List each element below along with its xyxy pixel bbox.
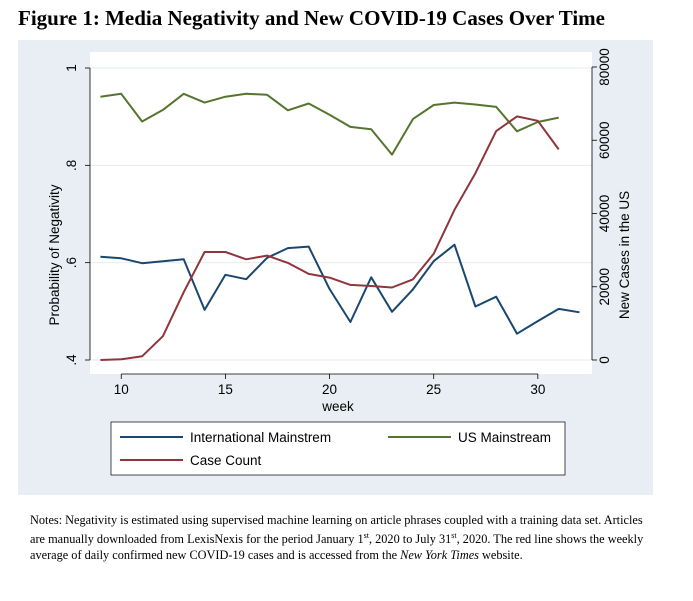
legend: International Mainstrem US Mainstream Ca… <box>110 421 566 476</box>
figure-notes: Notes: Negativity is estimated using sup… <box>30 512 660 563</box>
series-us-mainstream <box>100 92 559 156</box>
series-case-count <box>100 115 560 361</box>
y-left-tick-label-1: .6 <box>64 257 79 268</box>
legend-label-cases: Case Count <box>190 453 262 468</box>
series-layer <box>100 92 580 361</box>
notes-text-3: , 2020. The red line shows the weekly av… <box>30 532 644 563</box>
notes-sup-2: st <box>451 531 457 540</box>
y-right-tick-label-0: 0 <box>597 356 612 364</box>
x-axis-label: week <box>321 399 354 414</box>
y-left-tick-label-2: .8 <box>64 160 79 171</box>
y-right-tick-label-1: 20000 <box>597 268 612 306</box>
y-axis-right-label: New Cases in the US <box>617 191 632 319</box>
notes-sup-1: st <box>363 531 369 540</box>
notes-text-2: , 2020 to July 31 <box>368 532 452 547</box>
notes-source: New York Times <box>400 548 479 563</box>
x-tick-label-2: 20 <box>322 382 337 397</box>
y-left-tick-label-3: 1 <box>64 64 79 72</box>
figure-title: Figure 1: Media Negativity and New COVID… <box>18 6 605 30</box>
x-tick-label-0: 10 <box>114 382 129 397</box>
x-tick-label-4: 30 <box>530 382 545 397</box>
legend-box <box>110 421 566 476</box>
y-right-tick-label-2: 40000 <box>597 195 612 233</box>
legend-label-international: International Mainstrem <box>190 430 331 445</box>
y-right-tick-label-3: 60000 <box>597 121 612 159</box>
y-left-tick-label-0: .4 <box>64 354 79 366</box>
notes-text-1: Notes: Negativity is estimated using sup… <box>30 513 643 547</box>
chart: .4.6.8 1 0 20000 40000 60000 80000 10 15 20 25 30 P… <box>18 40 653 495</box>
plot-background <box>90 52 592 374</box>
y-right-tick-label-4: 80000 <box>597 48 612 86</box>
y-axis-left-label: Probability of Negativity <box>47 184 62 325</box>
legend-label-us: US Mainstream <box>458 430 551 445</box>
grid-layer <box>90 67 592 361</box>
x-tick-label-3: 25 <box>426 382 441 397</box>
notes-text-4: website. <box>478 548 523 563</box>
x-tick-label-1: 15 <box>218 382 233 397</box>
series-international-mainstream <box>100 243 580 335</box>
